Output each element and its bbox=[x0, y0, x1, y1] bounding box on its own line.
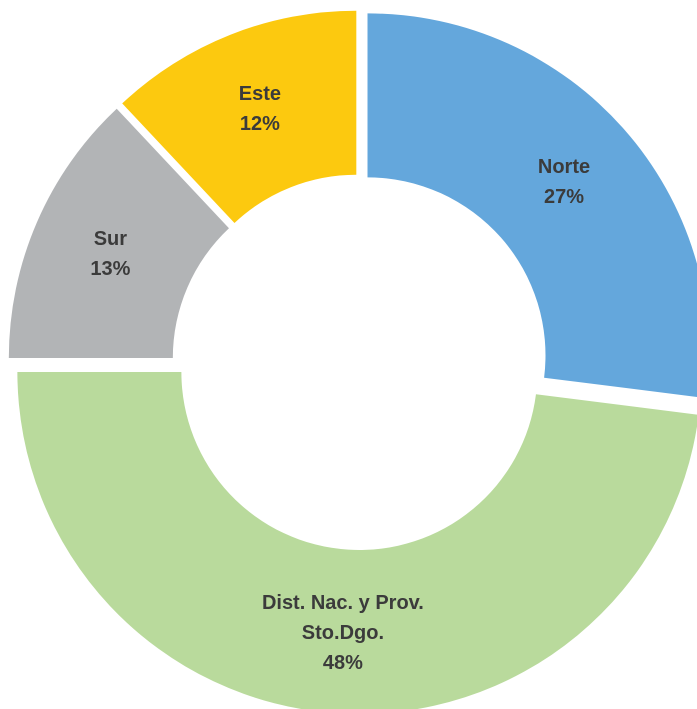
data-label: Este 12% bbox=[140, 79, 380, 139]
value-label: 12% bbox=[239, 113, 280, 136]
value-label: 13% bbox=[90, 257, 131, 280]
donut-segment bbox=[367, 13, 697, 398]
category-label: Dist. Nac. y Prov. Sto.Dgo. bbox=[261, 592, 424, 645]
data-label: Dist. Nac. y Prov. Sto.Dgo. 48% bbox=[223, 588, 463, 678]
data-label: Norte 27% bbox=[444, 152, 684, 212]
donut-segment bbox=[17, 371, 697, 709]
donut-segment bbox=[122, 10, 357, 223]
category-label: Este bbox=[238, 83, 281, 106]
value-label: 27% bbox=[544, 186, 585, 209]
category-label: Norte bbox=[537, 156, 591, 179]
data-label: Sur 13% bbox=[0, 224, 230, 284]
donut-segment bbox=[8, 108, 229, 359]
value-label: 48% bbox=[322, 652, 363, 675]
category-label: Sur bbox=[93, 227, 128, 250]
